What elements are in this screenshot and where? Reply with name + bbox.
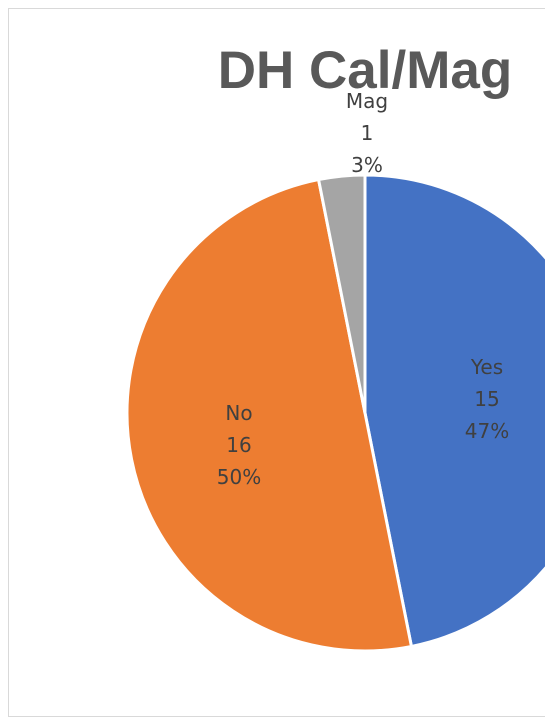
- data-label-mag-percent: 3%: [351, 153, 383, 177]
- data-label-no-value: 16: [226, 433, 251, 457]
- chart-title: DH Cal/Mag: [218, 41, 512, 100]
- data-label-no-category: No: [225, 401, 252, 425]
- data-label-yes-value: 15: [474, 387, 499, 411]
- data-label-mag-value: 1: [361, 121, 374, 145]
- pie-slice-yes: [363, 173, 545, 648]
- pie-slices: [125, 173, 545, 653]
- data-label-no-percent: 50%: [217, 465, 261, 489]
- pie-slice-no: [125, 178, 413, 653]
- data-label-mag-category: Mag: [346, 89, 388, 113]
- data-label-yes-category: Yes: [470, 355, 503, 379]
- data-label-yes-percent: 47%: [465, 419, 509, 443]
- data-labels: Yes 15 47% No 16 50% Mag 1 3%: [217, 89, 509, 489]
- pie-slice-mag: [317, 173, 367, 415]
